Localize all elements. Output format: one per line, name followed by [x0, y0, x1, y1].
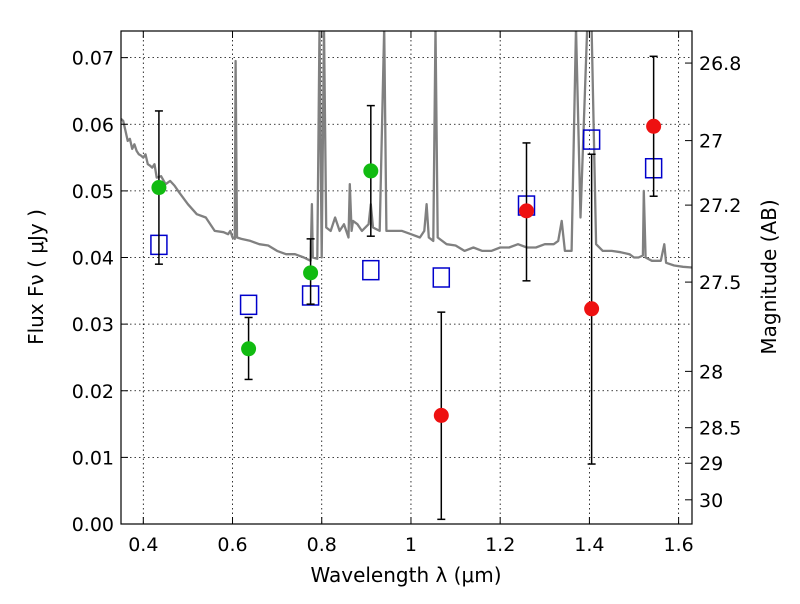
grid: [121, 31, 692, 525]
mag-tick-label: 28.5: [699, 418, 741, 440]
y-axis-label: Flux Fν ( μJy ): [24, 209, 48, 345]
observed-point: [303, 265, 319, 281]
mag-tick-label: 30: [699, 490, 723, 512]
y-tick-label: 0.00: [72, 514, 114, 536]
y-tick-label: 0.05: [72, 181, 114, 203]
observed-point: [363, 163, 379, 179]
x-axis: 0.4 0.6 0.8 1 1.2 1.4 1.6: [128, 31, 694, 556]
y-tick-label: 0.07: [72, 48, 114, 70]
x-tick-label: 1.6: [664, 534, 694, 556]
x-tick-label: 1.2: [485, 534, 515, 556]
y-tick-label: 0.02: [72, 381, 114, 403]
observed-point: [433, 407, 449, 423]
observed-point: [584, 301, 600, 317]
mag-tick-label: 26.8: [699, 53, 741, 75]
observed-points: [151, 118, 662, 423]
x-tick-label: 0.4: [128, 534, 158, 556]
mag-tick-label: 28: [699, 361, 723, 383]
model-point: [239, 294, 258, 316]
observed-point: [646, 118, 662, 134]
x-tick-label: 0.8: [307, 534, 337, 556]
y-tick-label: 0.04: [72, 248, 114, 270]
model-point: [582, 129, 601, 150]
template-spectrum-line: [121, 31, 692, 269]
mag-tick-label: 27.5: [699, 272, 741, 294]
template-spectrum: [121, 31, 692, 269]
observed-point: [518, 203, 534, 219]
x-tick-label: 1.4: [574, 534, 604, 556]
x-tick-label: 0.6: [217, 534, 247, 556]
observed-point: [151, 180, 167, 196]
y-tick-label: 0.03: [72, 314, 114, 336]
observed-point: [241, 341, 257, 357]
plot-frame: [120, 30, 693, 525]
model-points: [150, 129, 663, 316]
error-bars: [154, 55, 658, 521]
mag-tick-label: 29: [699, 453, 723, 475]
x-axis-label: Wavelength λ (μm): [310, 563, 501, 587]
x-tick-label: 1: [405, 534, 417, 556]
mag-tick-label: 27: [699, 131, 723, 153]
model-point: [362, 259, 380, 281]
y-axis-right-magnitude: 26.8 27 27.2 27.5 28 28.5 29 30: [685, 53, 741, 512]
y2-axis-label: Magnitude (AB): [757, 199, 781, 354]
y-axis-left: 0.00 0.01 0.02 0.03 0.04 0.05 0.06 0.07: [72, 48, 128, 536]
y-tick-label: 0.01: [72, 447, 114, 469]
y-tick-label: 0.06: [72, 114, 114, 136]
mag-tick-label: 27.2: [699, 195, 741, 217]
model-point: [432, 267, 451, 288]
